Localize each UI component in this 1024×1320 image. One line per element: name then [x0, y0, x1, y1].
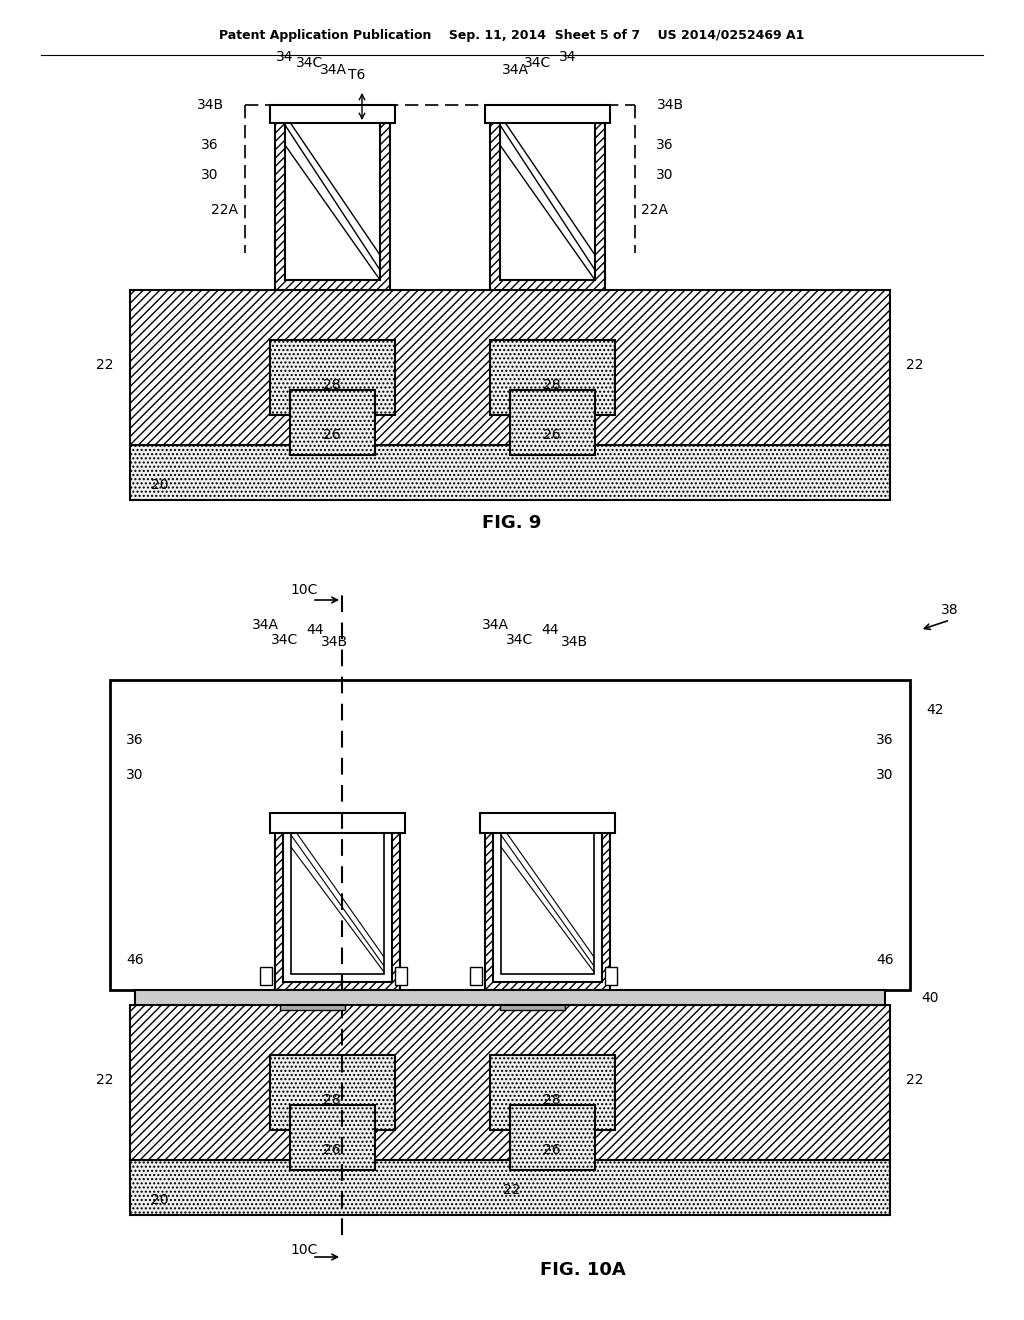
Bar [130, 1160, 890, 1214]
Text: 20: 20 [152, 478, 169, 492]
Text: 34C: 34C [524, 55, 552, 70]
Text: 34A: 34A [319, 63, 346, 77]
Bar [270, 813, 406, 833]
Text: 10C: 10C [291, 1243, 317, 1257]
Bar [485, 106, 610, 123]
Bar [490, 341, 615, 414]
Text: Patent Application Publication    Sep. 11, 2014  Sheet 5 of 7    US 2014/0252469: Patent Application Publication Sep. 11, … [219, 29, 805, 41]
Bar [490, 1055, 615, 1130]
Bar [485, 814, 610, 990]
Text: 38: 38 [941, 603, 958, 616]
Text: 36: 36 [877, 733, 894, 747]
Text: T6: T6 [348, 69, 366, 82]
Text: 26: 26 [543, 428, 561, 442]
Text: 30: 30 [656, 168, 674, 182]
Bar [480, 813, 615, 833]
Text: 34A: 34A [252, 618, 279, 632]
Text: FIG. 9: FIG. 9 [482, 513, 542, 532]
Bar [285, 115, 380, 280]
Text: 40: 40 [922, 991, 939, 1005]
Text: 34C: 34C [507, 634, 534, 647]
Text: 44: 44 [542, 623, 559, 638]
Text: FIG. 10A: FIG. 10A [540, 1261, 626, 1279]
Text: 22: 22 [96, 1073, 114, 1086]
Text: 34: 34 [617, 989, 633, 1002]
Text: 34B: 34B [561, 635, 589, 649]
Text: 44: 44 [306, 623, 324, 638]
Text: 34C: 34C [296, 55, 324, 70]
Bar [500, 998, 565, 1010]
Text: 34: 34 [559, 50, 577, 63]
Text: 28: 28 [324, 378, 341, 392]
Bar [275, 110, 390, 290]
Bar [110, 680, 910, 990]
Bar [605, 968, 617, 985]
Bar [130, 1005, 890, 1160]
Text: 30: 30 [126, 768, 143, 781]
Bar [395, 968, 407, 985]
Text: 34B: 34B [197, 98, 223, 112]
Text: 34A: 34A [481, 618, 509, 632]
Text: 34A: 34A [502, 63, 528, 77]
Bar [501, 830, 594, 974]
Bar [270, 1055, 395, 1130]
Text: 34: 34 [276, 50, 294, 63]
Text: 34C: 34C [271, 634, 299, 647]
Bar [510, 389, 595, 455]
Text: 22: 22 [906, 1073, 924, 1086]
Bar [290, 389, 375, 455]
Text: 10C: 10C [291, 583, 317, 597]
Bar [270, 341, 395, 414]
Text: 34B: 34B [656, 98, 684, 112]
Bar [283, 820, 392, 982]
Bar [470, 968, 482, 985]
Bar [493, 820, 602, 982]
Text: 36: 36 [201, 139, 219, 152]
Bar [490, 110, 605, 290]
Bar [130, 445, 890, 500]
Text: 22A: 22A [212, 203, 239, 216]
Bar [510, 1105, 595, 1170]
Bar [280, 998, 345, 1010]
Text: 20: 20 [152, 1193, 169, 1206]
Bar [270, 106, 395, 123]
Text: 46: 46 [126, 953, 143, 968]
Bar [275, 814, 400, 990]
Text: 22A: 22A [641, 203, 669, 216]
Bar [135, 990, 885, 1005]
Text: 46: 46 [877, 953, 894, 968]
Bar [260, 968, 272, 985]
Text: 30: 30 [202, 168, 219, 182]
Text: 34B: 34B [322, 635, 348, 649]
Text: 22: 22 [503, 1183, 521, 1197]
Text: 22: 22 [96, 358, 114, 372]
Text: 28: 28 [543, 1093, 561, 1107]
Bar [291, 830, 384, 974]
Text: 42: 42 [927, 704, 944, 717]
Bar [130, 290, 890, 445]
Text: 30: 30 [877, 768, 894, 781]
Bar [290, 1105, 375, 1170]
Text: 26: 26 [543, 1143, 561, 1158]
Text: 34: 34 [252, 989, 268, 1002]
Text: 22: 22 [906, 358, 924, 372]
Text: 28: 28 [324, 1093, 341, 1107]
Text: 26: 26 [324, 428, 341, 442]
Bar [500, 115, 595, 280]
Text: 28: 28 [543, 378, 561, 392]
Text: 26: 26 [324, 1143, 341, 1158]
Text: 36: 36 [126, 733, 143, 747]
Text: 36: 36 [656, 139, 674, 152]
